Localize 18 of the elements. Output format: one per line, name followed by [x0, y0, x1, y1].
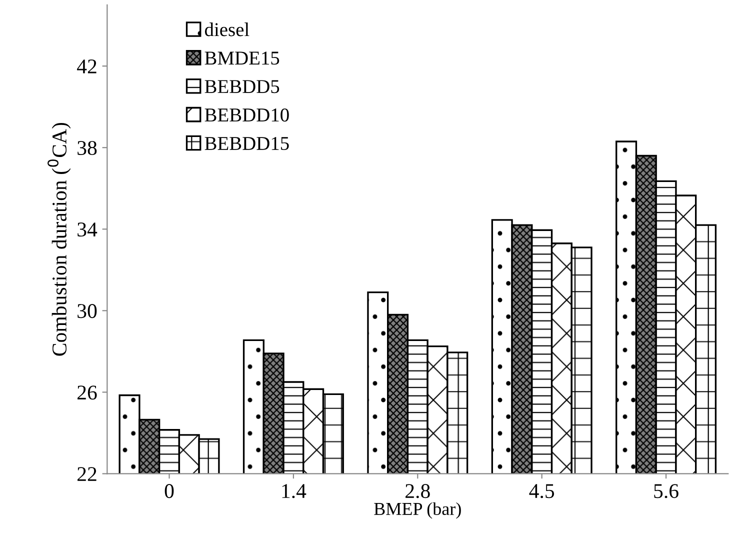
legend-label: BEBDD15 [204, 136, 289, 150]
x-tick-label: 0 [164, 484, 174, 498]
x-tick-label: 5.6 [654, 484, 678, 498]
x-tick-label: 1.4 [282, 484, 306, 498]
y-tick-label: 30 [78, 304, 97, 318]
legend-label: BEBDD5 [204, 80, 280, 94]
legend-label: diesel [204, 22, 250, 36]
legend-label: BMDE15 [204, 52, 280, 65]
y-tick-label: 42 [77, 60, 96, 74]
y-tick-label: 26 [78, 386, 97, 400]
y-axis-title: Combustion duration ($^{0}$CA) [48, 122, 71, 356]
y-tick-label: 34 [78, 222, 98, 237]
y-tick-label: 38 [78, 140, 97, 156]
x-axis-title: BMEP (bar) [374, 502, 461, 519]
legend-label: BEBDD10 [204, 108, 289, 122]
y-tick-label: 22 [78, 467, 96, 481]
x-tick-label: 2.8 [406, 484, 430, 498]
x-tick-label: 4.5 [529, 484, 554, 498]
